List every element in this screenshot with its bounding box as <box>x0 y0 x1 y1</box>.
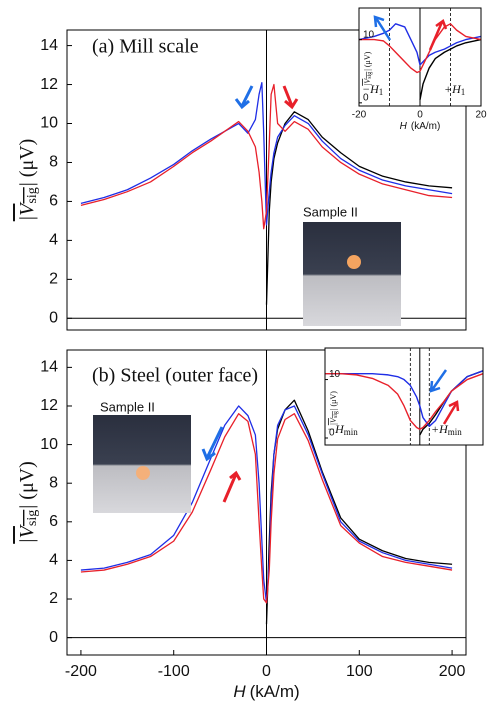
arrow <box>428 19 448 51</box>
y-label-subscript: sig <box>25 510 40 526</box>
y-label-subscript: sig <box>333 411 339 418</box>
y-tick-label: 8 <box>49 154 58 171</box>
x-label-symbol: H <box>400 121 408 132</box>
x-label-symbol: H <box>233 682 246 701</box>
x-tick-label: -200 <box>65 663 97 680</box>
y-label-unit: | (μV) <box>363 51 372 70</box>
data-line <box>80 413 453 604</box>
x-tick-label: -20 <box>352 110 367 121</box>
inset: 0 10 |Vsig| (μV) <box>324 347 484 446</box>
y-tick-label: 2 <box>49 590 58 607</box>
x-axis-label: H (kA/m) <box>400 121 441 132</box>
arrow <box>234 85 254 110</box>
arrow <box>442 400 460 425</box>
y-label-subscript: sig <box>367 72 373 79</box>
annotation-subscript: min <box>344 427 359 437</box>
data-line <box>419 38 482 100</box>
y-tick-label: 0 <box>329 428 335 439</box>
annotation-symbol: +H <box>444 82 462 96</box>
y-label-symbol: |V <box>329 417 338 425</box>
y-tick-label: 10 <box>363 29 375 40</box>
y-tick-label: 8 <box>49 474 58 491</box>
y-label-symbol: |V <box>363 78 372 86</box>
y-axis-label: |Vsig| (μV) <box>16 139 41 222</box>
data-line <box>359 23 482 74</box>
y-label-subscript: sig <box>25 187 40 203</box>
sample-spot <box>347 255 361 269</box>
annotation: +Hmin <box>431 422 462 437</box>
x-tick-label: 100 <box>346 663 373 680</box>
y-tick-label: 14 <box>40 359 58 376</box>
arrow <box>429 369 448 393</box>
y-label-unit: | (μV) <box>329 391 338 410</box>
y-label-symbol: |V <box>16 201 38 221</box>
y-label-symbol: |V <box>16 523 38 543</box>
annotation: Sample II <box>100 399 155 414</box>
sample-photo <box>93 415 191 513</box>
annotation-subscript: min <box>448 427 463 437</box>
annotation: +H1 <box>444 82 465 97</box>
frame <box>324 347 484 446</box>
y-tick-label: 10 <box>329 369 341 380</box>
x-axis-label: H (kA/m) <box>233 682 299 701</box>
annotation: −Hmin <box>327 422 358 437</box>
y-tick-label: 14 <box>40 37 58 54</box>
x-tick-label: 0 <box>262 663 271 680</box>
annotation-subscript: 1 <box>379 87 384 97</box>
frame <box>66 29 467 331</box>
data-line <box>265 111 453 305</box>
arrow <box>222 470 242 503</box>
plot-area <box>325 348 483 445</box>
y-tick-label: 0 <box>49 310 58 327</box>
annotation: (b) Steel (outer face) <box>92 365 258 387</box>
y-label-unit: | (μV) <box>16 139 38 187</box>
annotation-symbol: −H <box>362 82 380 96</box>
sample-photo <box>303 222 401 326</box>
arrow <box>282 85 299 110</box>
y-tick-label: 10 <box>40 436 58 453</box>
sample-spot <box>136 466 150 480</box>
x-label-unit: (kA/m) <box>411 121 440 132</box>
y-tick-label: 4 <box>49 552 58 569</box>
x-label-unit: (kA/m) <box>250 682 300 701</box>
annotation: (a) Mill scale <box>92 36 199 58</box>
y-tick-label: 10 <box>40 115 58 132</box>
x-tick-label: 20 <box>475 110 487 121</box>
y-axis-label: |Vsig| (μV) <box>16 461 41 544</box>
data-line <box>325 370 484 427</box>
y-tick-label: 6 <box>49 513 58 530</box>
y-axis-label: |Vsig| (μV) <box>329 391 340 425</box>
data-line <box>325 373 484 430</box>
x-tick-label: 200 <box>439 663 466 680</box>
y-tick-label: 6 <box>49 193 58 210</box>
y-label-unit: | (μV) <box>16 461 38 509</box>
data-line <box>358 23 482 66</box>
x-tick-label: -100 <box>158 663 190 680</box>
data-line <box>80 81 453 226</box>
x-tick-label: 0 <box>417 110 423 121</box>
annotation: −H1 <box>362 82 383 97</box>
data-line <box>80 83 453 230</box>
y-tick-label: 12 <box>40 76 58 93</box>
arrow <box>201 426 224 462</box>
arrows <box>201 15 460 503</box>
overlay <box>93 15 460 513</box>
y-tick-label: 2 <box>49 271 58 288</box>
y-tick-label: 4 <box>49 232 58 249</box>
arrow <box>373 15 392 41</box>
y-tick-label: 0 <box>49 629 58 646</box>
annotation: Sample II <box>303 204 358 219</box>
annotation-symbol: +H <box>431 422 449 436</box>
y-axis-label: |Vsig | (μV) <box>363 51 374 85</box>
y-tick-label: 12 <box>40 397 58 414</box>
y-tick-label: 0 <box>363 92 369 103</box>
annotation-subscript: 1 <box>461 87 466 97</box>
annotation-symbol: −H <box>327 422 345 436</box>
